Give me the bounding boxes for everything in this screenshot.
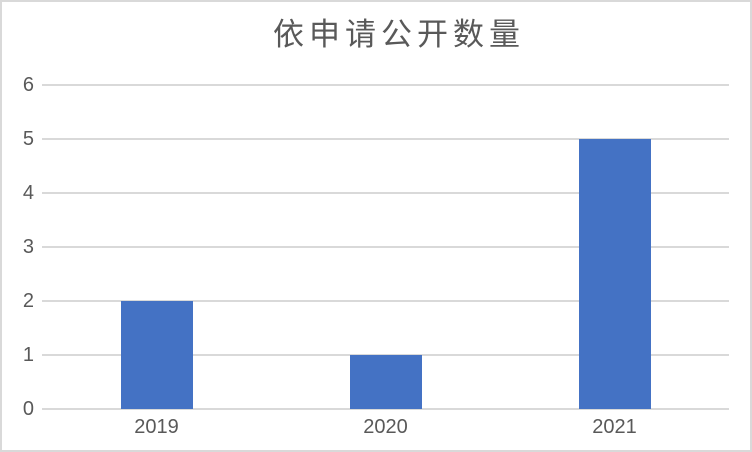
y-tick-label: 5 xyxy=(22,128,34,150)
x-tick-label: 2020 xyxy=(363,416,408,438)
y-tick-label: 1 xyxy=(22,344,34,366)
x-axis-line xyxy=(42,408,729,410)
x-tick-label: 2019 xyxy=(134,416,179,438)
y-tick-label: 0 xyxy=(22,398,34,420)
x-tick-label: 2021 xyxy=(592,416,637,438)
chart-title: 依申请公开数量 xyxy=(273,17,525,52)
bar-2021 xyxy=(578,139,651,409)
y-tick-label: 2 xyxy=(22,290,34,312)
bar-2020 xyxy=(349,355,422,409)
bar-2019 xyxy=(120,301,193,409)
gridline xyxy=(42,192,729,194)
y-tick-label: 6 xyxy=(22,74,34,96)
gridline xyxy=(42,300,729,302)
gridline xyxy=(42,246,729,248)
gridline xyxy=(42,138,729,140)
y-tick-label: 4 xyxy=(22,182,34,204)
gridline xyxy=(42,84,729,86)
y-tick-label: 3 xyxy=(22,236,34,258)
